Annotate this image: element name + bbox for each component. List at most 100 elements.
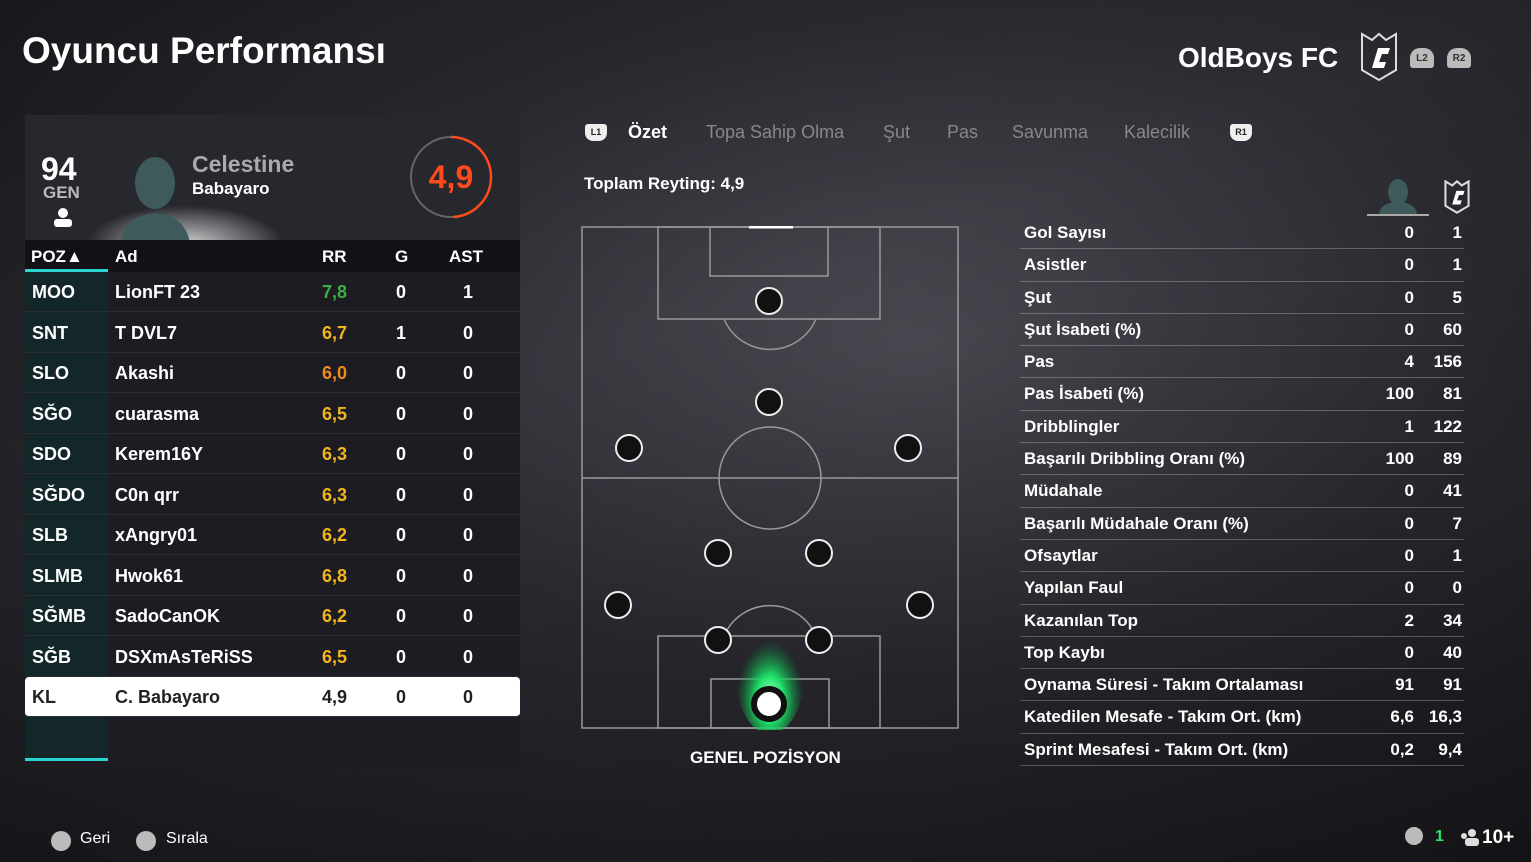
tab-pas[interactable]: Pas: [947, 122, 979, 142]
club-crest-icon: [1361, 32, 1397, 82]
cell-pos: SĞB: [32, 646, 72, 667]
table-row[interactable]: MOO LionFT 23 7,8 0 1: [25, 272, 520, 312]
person-icon: [54, 208, 72, 227]
col-name[interactable]: Ad: [115, 247, 138, 266]
back-label[interactable]: Geri: [80, 830, 111, 847]
stat-row: Asistler 0 1: [1020, 249, 1464, 282]
stat-team-value: 81: [1443, 384, 1462, 404]
cell-ast: 0: [463, 363, 474, 383]
stat-player-value: 91: [1395, 675, 1414, 695]
tab-ozet[interactable]: Özet: [628, 122, 668, 142]
cell-name: Hwok61: [115, 565, 184, 586]
stat-team-value: 1: [1452, 223, 1462, 242]
tab-savunma[interactable]: Savunma: [1012, 122, 1089, 142]
stat-player-value: 0,2: [1390, 739, 1414, 759]
table-row[interactable]: SĞMB SadoCanOK 6,2 0 0: [25, 596, 520, 636]
stat-label: Katedilen Mesafe - Takım Ort. (km): [1024, 707, 1302, 727]
stat-team-value: 41: [1443, 481, 1462, 501]
stat-label: Başarılı Müdahale Oranı (%): [1024, 513, 1249, 533]
table-row[interactable]: SLB xAngry01 6,2 0 0: [25, 515, 520, 555]
table-row[interactable]: KL C. Babayaro 4,9 0 0: [25, 677, 520, 717]
cell-pos: SLMB: [32, 565, 83, 586]
col-rr[interactable]: RR: [322, 247, 347, 266]
cell-rr: 6,0: [322, 363, 348, 383]
pitch-label: GENEL POZİSYON: [690, 748, 841, 767]
stat-label: Top Kaybı: [1024, 642, 1105, 662]
table-row[interactable]: SĞDO C0n qrr 6,3 0 0: [25, 475, 520, 515]
tab-kalecilik[interactable]: Kalecilik: [1124, 122, 1191, 142]
table-row[interactable]: SĞO cuarasma 6,5 0 0: [25, 394, 520, 434]
cell-ast: 0: [463, 444, 474, 464]
r2-button[interactable]: R2: [1447, 48, 1471, 68]
stat-player-value: 0: [1404, 481, 1414, 501]
stat-row: Pas 4 156: [1020, 346, 1464, 379]
cell-pos: MOO: [32, 282, 75, 302]
stat-label: Ofsaytlar: [1024, 545, 1098, 565]
table-row[interactable]: SĞB DSXmAsTeRiSS 6,5 0 0: [25, 637, 520, 677]
col-g[interactable]: G: [395, 247, 409, 266]
cell-pos: SĞO: [32, 403, 73, 424]
cell-ast: 0: [463, 606, 474, 626]
r1-button[interactable]: R1: [1230, 124, 1252, 141]
stat-team-value: 40: [1443, 642, 1462, 662]
stat-player-value: 4: [1404, 352, 1414, 372]
stat-row: Şut İsabeti (%) 0 60: [1020, 314, 1464, 347]
cell-name: C. Babayaro: [115, 687, 221, 707]
player-rating: 4,9: [428, 159, 474, 195]
player-first-name: Celestine: [192, 151, 295, 177]
player-column-icon: [1367, 179, 1429, 216]
stat-label: Kazanılan Top: [1024, 610, 1138, 630]
cell-ast: 0: [463, 403, 474, 424]
player-last-name: Babayaro: [192, 179, 270, 198]
cell-name: Akashi: [115, 363, 175, 383]
stat-team-value: 91: [1443, 675, 1462, 695]
stat-player-value: 0: [1404, 513, 1414, 533]
stat-label: Şut İsabeti (%): [1024, 319, 1142, 339]
cell-g: 0: [396, 565, 407, 586]
tab-topa-sahip-olma[interactable]: Topa Sahip Olma: [706, 122, 845, 142]
col-ast[interactable]: AST: [449, 247, 483, 266]
player-overall: 94: [41, 151, 77, 187]
stat-label: Yapılan Faul: [1024, 578, 1124, 598]
cell-g: 0: [396, 363, 407, 383]
stat-row: Müdahale 0 41: [1020, 475, 1464, 508]
cell-rr: 6,7: [322, 322, 348, 343]
team-column-icon: [1444, 180, 1470, 214]
position-column: [25, 240, 108, 760]
stat-row: Gol Sayısı 0 1: [1020, 217, 1464, 250]
tab-sut[interactable]: Şut: [883, 122, 911, 142]
cell-name: T DVL7: [115, 322, 178, 343]
sort-label[interactable]: Sırala: [166, 830, 208, 847]
cell-name: C0n qrr: [115, 484, 180, 505]
stat-row: Top Kaybı 0 40: [1020, 637, 1464, 670]
cell-pos: SDO: [32, 444, 72, 464]
player-avatar: [120, 157, 190, 240]
stat-team-value: 5: [1452, 287, 1462, 307]
stat-label: Gol Sayısı: [1024, 223, 1107, 242]
stat-label: Oynama Süresi - Takım Ortalaması: [1024, 675, 1304, 695]
cell-rr: 4,9: [322, 687, 348, 707]
square-button-icon[interactable]: [136, 831, 156, 851]
circle-button-icon[interactable]: [51, 831, 71, 851]
l1-button[interactable]: L1: [585, 124, 607, 141]
l2-button[interactable]: L2: [1410, 48, 1434, 68]
stat-row: Sprint Mesafesi - Takım Ort. (km) 0,2 9,4: [1020, 734, 1464, 767]
table-row[interactable]: SLO Akashi 6,0 0 0: [25, 353, 520, 393]
table-row[interactable]: SDO Kerem16Y 6,3 0 0: [25, 434, 520, 474]
cell-g: 0: [396, 444, 407, 464]
stat-player-value: 0: [1404, 578, 1414, 598]
stat-label: Şut: [1024, 287, 1052, 307]
cell-ast: 0: [463, 484, 474, 505]
rating-ring: [409, 135, 493, 219]
cell-g: 0: [396, 403, 407, 424]
table-row[interactable]: SLMB Hwok61 6,8 0 0: [25, 556, 520, 596]
cell-pos: KL: [32, 687, 56, 707]
table-row[interactable]: SNT T DVL7 6,7 1 0: [25, 313, 520, 353]
cell-rr: 6,3: [322, 444, 348, 464]
cell-name: Kerem16Y: [115, 444, 204, 464]
stat-label: Pas İsabeti (%): [1024, 384, 1144, 404]
stat-row: Kazanılan Top 2 34: [1020, 605, 1464, 637]
col-pos[interactable]: POZ▲: [31, 247, 83, 266]
cell-rr: 6,8: [322, 565, 348, 586]
cell-g: 0: [396, 646, 407, 667]
